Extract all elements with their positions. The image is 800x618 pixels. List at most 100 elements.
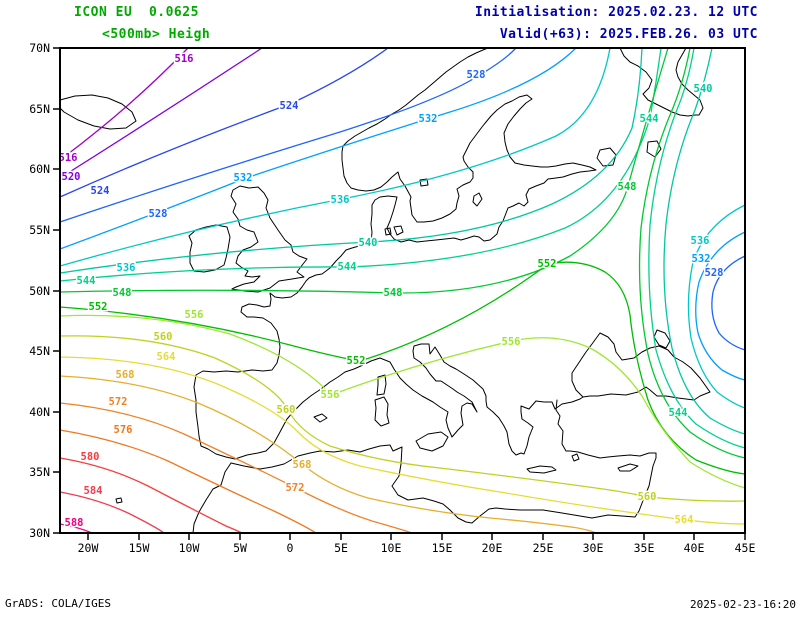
coastline — [188, 224, 231, 273]
contour-line-540 — [59, 47, 643, 274]
contour-label-552: 552 — [89, 301, 108, 313]
contour-line-548 — [638, 47, 746, 459]
contour-lines — [59, 47, 746, 534]
latitude-label: 65N — [29, 102, 50, 116]
contour-label-576: 576 — [114, 424, 133, 436]
latitude-label: 60N — [29, 162, 50, 176]
contour-line-520 — [59, 47, 263, 179]
coastline — [415, 431, 449, 452]
contour-label-544: 544 — [669, 407, 688, 419]
contour-label-560: 560 — [277, 404, 296, 416]
contour-label-552: 552 — [538, 258, 557, 270]
contour-label-584: 584 — [84, 485, 103, 497]
contour-label-560: 560 — [154, 331, 173, 343]
coastline — [59, 94, 137, 130]
coastline — [596, 147, 617, 167]
latitude-label: 50N — [29, 284, 50, 298]
contour-line-544 — [59, 47, 662, 282]
coastline — [115, 497, 123, 504]
contour-line-568 — [59, 375, 597, 534]
creation-timestamp: 2025-02-23-16:20 — [690, 598, 796, 611]
contour-line-560 — [59, 335, 746, 502]
contour-label-520: 520 — [62, 171, 81, 183]
contour-label-528: 528 — [467, 69, 486, 81]
longitude-label: 15E — [432, 541, 453, 555]
coastline — [472, 192, 483, 207]
contour-label-532: 532 — [419, 113, 438, 125]
coastline — [619, 47, 704, 117]
contour-label-556: 556 — [502, 336, 521, 348]
contour-label-532: 532 — [692, 253, 711, 265]
latitude-label: 45N — [29, 344, 50, 358]
contour-label-524: 524 — [280, 100, 299, 112]
longitude-label: 35E — [634, 541, 655, 555]
coastline — [192, 462, 232, 534]
latitude-label: 35N — [29, 465, 50, 479]
contour-label-572: 572 — [286, 482, 305, 494]
coastline — [526, 465, 557, 474]
coastline — [193, 47, 597, 460]
contour-label-524: 524 — [91, 185, 110, 197]
contour-line-540 — [663, 47, 746, 435]
contour-label-544: 544 — [640, 113, 659, 125]
coastline — [419, 178, 429, 187]
latitude-label: 30N — [29, 526, 50, 540]
contour-label-564: 564 — [675, 514, 694, 526]
contour-label-548: 548 — [384, 287, 403, 299]
coastline — [653, 329, 671, 349]
contour-label-540: 540 — [359, 237, 378, 249]
contour-line-584 — [59, 491, 165, 534]
longitude-label: 5E — [334, 541, 348, 555]
longitude-label: 20W — [78, 541, 99, 555]
coastline — [571, 332, 711, 401]
contour-label-556: 556 — [321, 389, 340, 401]
contour-line-528 — [711, 255, 746, 351]
contour-label-528: 528 — [705, 267, 724, 279]
contour-label-532: 532 — [234, 172, 253, 184]
contour-label-528: 528 — [149, 208, 168, 220]
coastline — [234, 343, 584, 460]
contour-label-580: 580 — [81, 451, 100, 463]
longitude-label: 45E — [735, 541, 756, 555]
contour-label-548: 548 — [618, 181, 637, 193]
coastline — [230, 399, 657, 524]
longitude-label: 25E — [533, 541, 554, 555]
contour-label-544: 544 — [77, 275, 96, 287]
coastline — [376, 374, 387, 396]
contour-label-572: 572 — [109, 396, 128, 408]
contour-label-536: 536 — [691, 235, 710, 247]
contour-line-576 — [59, 429, 317, 534]
contour-line-544 — [648, 47, 746, 449]
latitude-label: 55N — [29, 223, 50, 237]
contour-label-516: 516 — [175, 53, 194, 65]
longitude-label: 15W — [129, 541, 150, 555]
contour-label-540: 540 — [694, 83, 713, 95]
longitude-label: 40E — [684, 541, 705, 555]
contour-line-516 — [59, 47, 189, 161]
contour-line-536 — [687, 204, 746, 409]
latitude-label: 40N — [29, 405, 50, 419]
contour-label-560: 560 — [638, 491, 657, 503]
contour-line-548 — [59, 47, 669, 294]
contour-line-536 — [59, 47, 611, 267]
coastline — [384, 225, 404, 236]
contour-line-564 — [59, 356, 746, 525]
contour-label-516: 516 — [59, 152, 78, 164]
longitude-label: 5W — [233, 541, 247, 555]
contour-line-528 — [59, 47, 517, 223]
longitude-label: 20E — [482, 541, 503, 555]
longitude-label: 10W — [179, 541, 200, 555]
model-title: ICON EU 0.0625 — [74, 5, 199, 20]
longitude-label: 10E — [381, 541, 402, 555]
contour-line-524 — [59, 47, 389, 198]
contour-line-532 — [59, 47, 577, 250]
longitude-label: 30E — [583, 541, 604, 555]
contour-label-588: 588 — [65, 517, 84, 529]
grads-credit: GrADS: COLA/IGES — [5, 597, 111, 610]
latitude-label: 70N — [29, 41, 50, 55]
contour-line-556 — [59, 314, 746, 489]
coastline — [374, 396, 390, 427]
contour-labels: 5165165205245245285285325325365365405445… — [57, 52, 725, 531]
